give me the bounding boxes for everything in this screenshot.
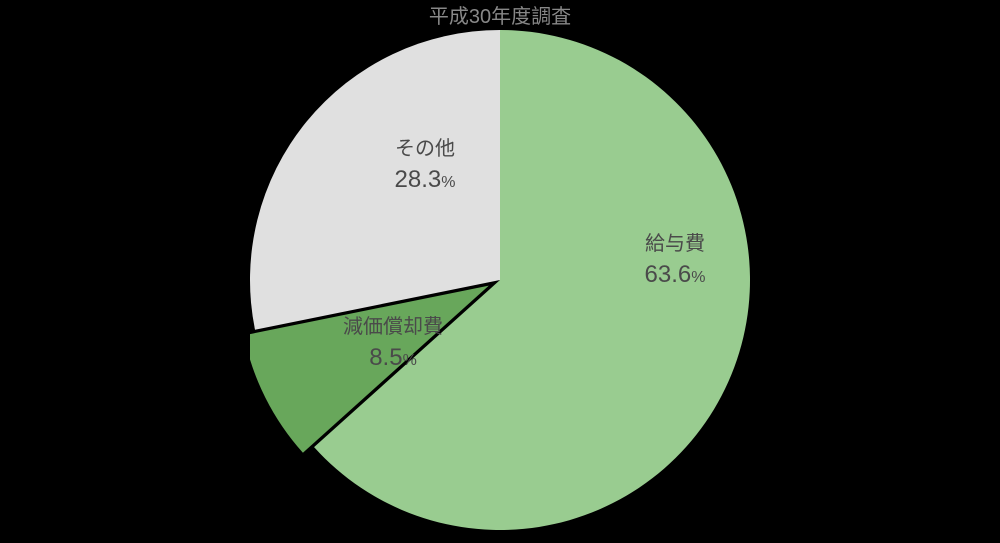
slice-value: 8.5% [323,341,463,375]
slice-value: 28.3% [355,163,495,197]
slice-label-salary: 給与費 63.6% [605,230,745,292]
chart-title: 平成30年度調査 [180,0,820,29]
slice-label-other: その他 28.3% [355,135,495,197]
slice-name: 減価償却費 [323,313,463,341]
slice-name: 給与費 [605,230,745,258]
pie-chart-container: 平成30年度調査 給与費 63.6% 減価償却費 8.5% その他 28.3% [180,0,820,543]
slice-label-depreciation: 減価償却費 8.5% [323,313,463,375]
slice-value: 63.6% [605,258,745,292]
slice-name: その他 [355,135,495,163]
